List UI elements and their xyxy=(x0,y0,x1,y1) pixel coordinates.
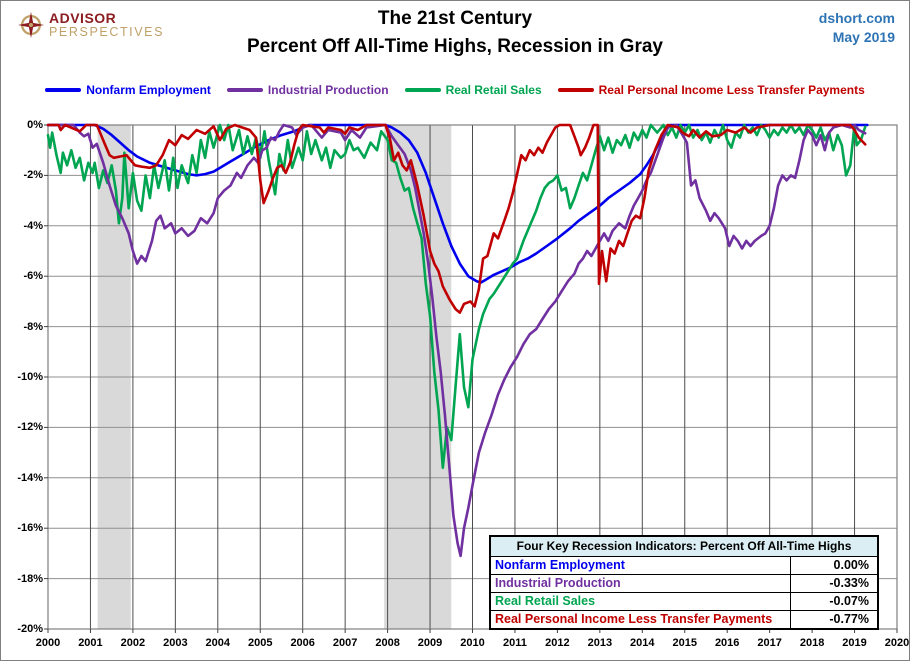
y-axis-label: -10% xyxy=(17,371,43,383)
chart-legend: Nonfarm Employment Industrial Production… xyxy=(1,83,909,97)
legend-item-real-personal-income: Real Personal Income Less Transfer Payme… xyxy=(557,83,865,97)
x-axis-label: 2008 xyxy=(375,637,400,649)
logo-perspectives-text: PERSPECTIVES xyxy=(49,25,165,39)
table-row-value: -0.77% xyxy=(790,611,877,628)
legend-item-nonfarm-employment: Nonfarm Employment xyxy=(45,83,211,97)
legend-swatch-blue xyxy=(45,88,82,92)
x-axis-label: 2013 xyxy=(587,637,613,649)
table-row-value: 0.00% xyxy=(790,557,877,574)
table-row-value: -0.33% xyxy=(790,575,877,592)
legend-label: Industrial Production xyxy=(267,83,389,97)
series-line-nonfarm-employment xyxy=(46,123,869,284)
table-row: Real Retail Sales -0.07% xyxy=(491,593,877,611)
x-axis-label: 2009 xyxy=(417,637,443,649)
table-row-label: Real Personal Income Less Transfer Payme… xyxy=(495,612,773,626)
table-row: Real Personal Income Less Transfer Payme… xyxy=(491,611,877,628)
x-axis-label: 2011 xyxy=(503,637,527,649)
source-site: dshort.com xyxy=(818,10,895,26)
x-axis-label: 2004 xyxy=(205,637,231,649)
series-line-industrial-production xyxy=(46,123,867,558)
compass-rose-icon xyxy=(17,11,45,44)
legend-item-real-retail-sales: Real Retail Sales xyxy=(404,83,542,97)
table-row: Nonfarm Employment 0.00% xyxy=(491,557,877,575)
y-axis-label: -18% xyxy=(17,572,43,585)
chart-title-line1: The 21st Century xyxy=(377,8,533,29)
legend-label: Real Personal Income Less Transfer Payme… xyxy=(598,83,865,97)
x-axis-label: 2001 xyxy=(78,637,103,649)
y-axis-label: -12% xyxy=(17,421,43,434)
x-axis-label: 2000 xyxy=(35,637,61,649)
x-axis-label: 2015 xyxy=(672,637,697,649)
table-row-label: Nonfarm Employment xyxy=(495,558,625,572)
y-axis-label: -2% xyxy=(23,169,43,182)
advisor-perspectives-logo: ADVISOR PERSPECTIVES xyxy=(17,11,164,44)
x-axis-label: 2003 xyxy=(163,637,188,649)
table-title: Four Key Recession Indicators: Percent O… xyxy=(491,537,877,557)
y-axis-label: -14% xyxy=(17,471,43,484)
x-axis-label: 2020 xyxy=(884,637,910,649)
y-axis-label: -20% xyxy=(17,623,43,635)
x-axis-label: 2007 xyxy=(332,637,358,649)
table-row-label: Real Retail Sales xyxy=(495,594,596,608)
legend-label: Real Retail Sales xyxy=(445,83,542,97)
y-axis-label: -4% xyxy=(23,219,43,232)
legend-label: Nonfarm Employment xyxy=(86,83,211,97)
table-row-value: -0.07% xyxy=(790,593,877,610)
x-axis-label: 2005 xyxy=(248,637,273,649)
x-axis-label: 2002 xyxy=(120,637,146,649)
y-axis-label: -16% xyxy=(17,522,43,535)
y-axis-label: 0% xyxy=(27,119,43,131)
x-axis-label: 2018 xyxy=(799,637,825,649)
chart-title-line2: Percent Off All-Time Highs, Recession in… xyxy=(246,36,663,57)
x-axis-label: 2019 xyxy=(842,637,867,649)
indicator-summary-table: Four Key Recession Indicators: Percent O… xyxy=(489,535,879,630)
x-axis-label: 2014 xyxy=(630,637,655,649)
logo-advisor-text: ADVISOR xyxy=(49,10,117,26)
legend-swatch-purple xyxy=(226,88,263,92)
x-axis-label: 2017 xyxy=(757,637,782,649)
series-line-real-personal-income xyxy=(46,123,867,315)
legend-item-industrial-production: Industrial Production xyxy=(226,83,389,97)
y-axis-label: -8% xyxy=(23,320,43,333)
source-date: May 2019 xyxy=(832,29,895,45)
chart-title-block: The 21st Century Percent Off All-Time Hi… xyxy=(1,9,909,56)
series-line-real-retail-sales xyxy=(46,123,867,470)
legend-swatch-green xyxy=(404,88,441,92)
x-axis-label: 2016 xyxy=(714,637,740,649)
y-axis-label: -6% xyxy=(23,270,43,283)
source-attribution: dshort.com May 2019 xyxy=(819,9,895,47)
x-axis-label: 2006 xyxy=(290,637,315,649)
x-axis-label: 2012 xyxy=(545,637,570,649)
legend-swatch-red xyxy=(557,88,594,92)
table-row: Industrial Production -0.33% xyxy=(491,575,877,593)
table-row-label: Industrial Production xyxy=(495,576,621,590)
x-axis-label: 2010 xyxy=(460,637,485,649)
